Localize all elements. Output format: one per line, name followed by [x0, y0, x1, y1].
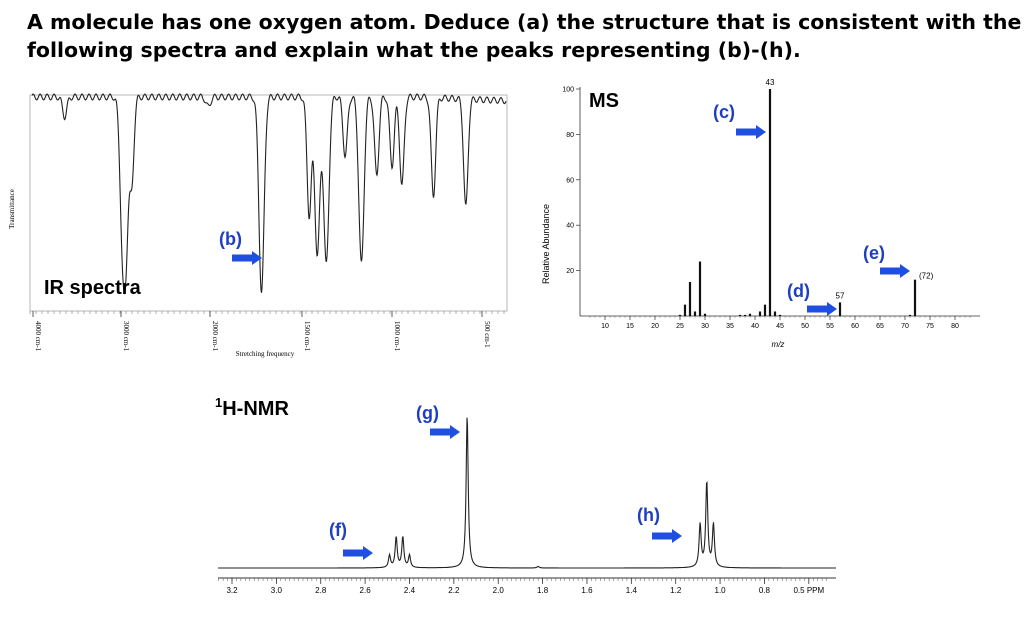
nmr-arrow-g-shaft: [430, 428, 451, 436]
nmr-x-axis: 3.2 3.0 2.8 2.6 2.4 2.2 2.0 1.8 1.6 1.4 1.2 1.0 0.8 0…: [218, 577, 836, 595]
ms-spectrum-chart: 20 40 60 80 100 10 15 20 25 30 35 40 45 50 55 60 65 70 75 8…: [541, 78, 980, 349]
ir-tick-label: 3000 cm-1: [122, 321, 130, 352]
nmr-tick-label: 0.5 PPM: [793, 586, 824, 595]
ms-arrow-d-head: [827, 302, 837, 316]
ms-x-tick-label: 45: [776, 323, 784, 330]
ir-tick-label: 1000 cm-1: [393, 321, 401, 352]
ir-tick-label: 1500 cm-1: [303, 321, 311, 352]
ms-x-tick-label: 50: [801, 323, 809, 330]
ir-arrow-label-b: (b): [219, 229, 242, 249]
ms-x-axis-label: m/z: [772, 340, 785, 349]
nmr-tick-label: 1.8: [537, 586, 549, 595]
ms-y-tick-label: 40: [566, 223, 574, 230]
ms-arrow-c-head: [756, 125, 766, 139]
ms-x-tick-label: 40: [751, 323, 759, 330]
nmr-arrow-g: [430, 425, 460, 439]
ms-x-tick-label: 20: [651, 323, 659, 330]
ir-spectrum-chart: 4000 cm-1 3000 cm-1 2000 cm-1 1500 cm-1 1000…: [8, 93, 508, 358]
ir-tick-label: 2000 cm-1: [211, 321, 219, 352]
nmr-arrows: [343, 425, 682, 560]
ir-arrow-b: [232, 251, 262, 265]
ms-arrows: [736, 125, 910, 316]
ms-arrow-d: [807, 302, 837, 316]
nmr-tick-label: 2.6: [360, 586, 372, 595]
nmr-arrow-h: [652, 529, 682, 543]
ms-arrow-c: [736, 125, 766, 139]
nmr-tick-label: 2.0: [493, 586, 505, 595]
nmr-arrow-f-shaft: [343, 549, 364, 557]
ms-x-tick-label: 60: [851, 323, 859, 330]
nmr-arrow-h-head: [672, 529, 682, 543]
ms-arrow-e-shaft: [880, 267, 901, 275]
ms-arrow-e: [880, 264, 910, 278]
ms-bars: [678, 89, 917, 316]
nmr-arrow-f-head: [363, 546, 373, 560]
question-text: A molecule has one oxygen atom. Deduce (…: [27, 8, 1022, 64]
ms-peak-label-43: 43: [766, 78, 775, 87]
nmr-tick-label: 3.0: [271, 586, 283, 595]
nmr-arrow-label-h: (h): [637, 505, 660, 525]
ms-x-tick-label: 65: [876, 323, 884, 330]
ir-y-axis-label: Transmittance: [8, 189, 16, 229]
ms-x-tick-label: 80: [951, 323, 959, 330]
ir-arrow-b-shape-shaft: [232, 254, 253, 262]
nmr-spectrum-trace: [218, 417, 836, 569]
nmr-arrow-f: [343, 546, 373, 560]
nmr-arrow-label-f: (f): [329, 520, 347, 540]
ms-peak-label-57: 57: [836, 291, 845, 300]
ms-x-tick-label: 35: [726, 323, 734, 330]
ms-x-tick-label: 15: [626, 323, 634, 330]
nmr-tick-label: 2.4: [404, 586, 416, 595]
ms-x-tick-label: 70: [901, 323, 909, 330]
ms-y-tick-label: 100: [562, 87, 574, 94]
ir-x-axis: 4000 cm-1 3000 cm-1 2000 cm-1 1500 cm-1 1000…: [29, 311, 505, 352]
nmr-arrow-h-shaft: [652, 532, 673, 540]
ms-x-tick-label: 75: [926, 323, 934, 330]
ir-tick-label: 4000 cm-1: [34, 321, 42, 352]
ms-peak-labels: 43 57 (72): [766, 78, 934, 300]
ir-plot-frame: [29, 94, 508, 312]
nmr-title-main: H-NMR: [222, 398, 289, 420]
nmr-tick-label: 1.2: [670, 586, 682, 595]
nmr-tick-label: 1.6: [581, 586, 593, 595]
ms-x-tick-label: 55: [826, 323, 834, 330]
ir-title: IR spectra: [44, 277, 142, 299]
ms-peak-label-72: (72): [919, 272, 934, 281]
ms-arrow-label-e: (e): [863, 243, 885, 263]
nmr-tick-label: 3.2: [226, 586, 238, 595]
ms-y-tick-label: 20: [566, 268, 574, 275]
ir-arrow-b-shape-head: [252, 251, 262, 265]
nmr-title-superscript: 1: [215, 395, 222, 410]
ms-x-tick-label: 30: [701, 323, 709, 330]
ms-x-tick-label: 10: [601, 323, 609, 330]
ir-x-axis-label: Stretching frequency: [236, 350, 295, 358]
question-line-1: A molecule has one oxygen atom. Deduce (…: [27, 10, 1022, 34]
ms-arrow-label-c: (c): [713, 102, 735, 122]
ms-arrow-d-shaft: [807, 305, 828, 313]
ir-plot-border: [29, 94, 508, 312]
nmr-arrow-g-head: [450, 425, 460, 439]
ms-arrow-label-d: (d): [787, 281, 810, 301]
nmr-title: 1H-NMR: [215, 395, 289, 420]
ms-x-tick-label: 25: [676, 323, 684, 330]
nmr-tick-label: 0.8: [759, 586, 771, 595]
ms-title: MS: [589, 90, 619, 112]
nmr-arrow-label-g: (g): [416, 403, 439, 423]
ir-tick-label: 500 cm-1: [483, 321, 491, 348]
ms-y-axis-label: Relative Abundance: [541, 204, 551, 284]
ms-y-tick-label: 60: [566, 177, 574, 184]
ms-axes: 20 40 60 80 100 10 15 20 25 30 35 40 45 50 55 60 65 70 75 8…: [562, 87, 980, 330]
nmr-spectrum-chart: 1H-NMR 3.2 3.0 2.8 2.6 2.4 2.2 2.0 1.8 1.6 1.4 1.2…: [215, 395, 836, 595]
nmr-tick-label: 2.8: [315, 586, 327, 595]
ms-arrow-c-shaft: [736, 128, 757, 136]
ir-spectrum-trace: [31, 93, 507, 295]
ms-y-tick-label: 80: [566, 132, 574, 139]
nmr-tick-label: 2.2: [448, 586, 460, 595]
question-line-2: following spectra and explain what the p…: [27, 38, 801, 62]
nmr-tick-label: 1.4: [626, 586, 638, 595]
nmr-tick-label: 1.0: [715, 586, 727, 595]
ms-arrow-e-head: [900, 264, 910, 278]
ir-arrow-b-shape: [232, 251, 262, 265]
